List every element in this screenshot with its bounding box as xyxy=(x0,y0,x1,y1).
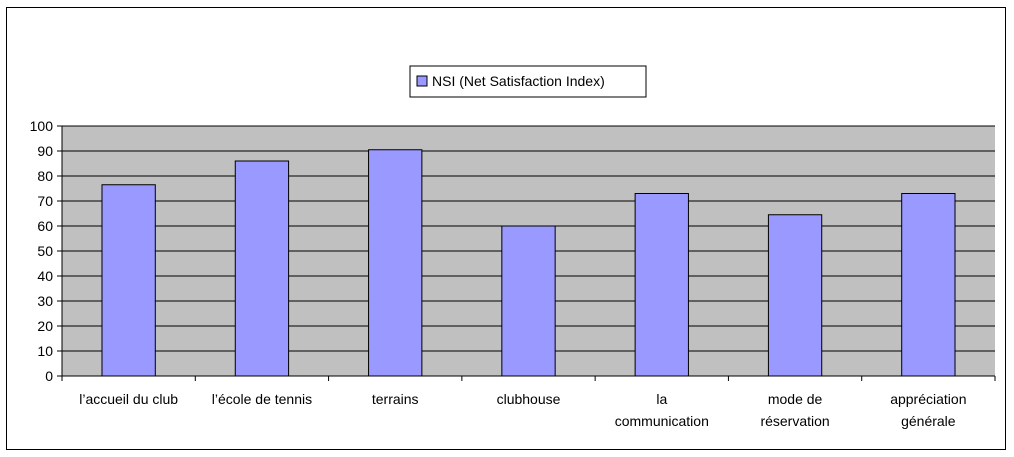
x-tick-label: mode de xyxy=(768,391,823,407)
axes xyxy=(57,125,996,381)
y-tick-label: 40 xyxy=(37,268,53,284)
legend-box xyxy=(409,65,647,98)
x-tick-label: appréciation xyxy=(890,391,966,407)
x-tick-label: réservation xyxy=(760,413,829,429)
x-tick-label: clubhouse xyxy=(497,391,561,407)
y-tick-label: 90 xyxy=(37,143,53,159)
x-tick-label: l’accueil du club xyxy=(79,391,178,407)
y-tick-label: 10 xyxy=(37,343,53,359)
y-tick-label: 60 xyxy=(37,218,53,234)
y-tick-label: 80 xyxy=(37,168,53,184)
y-tick-labels: 0 10 20 30 40 50 60 70 80 90 100 xyxy=(30,118,54,384)
bar xyxy=(234,160,290,377)
bar xyxy=(767,214,823,377)
bar xyxy=(101,184,156,377)
x-tick-label: terrains xyxy=(372,391,419,407)
x-tick-label: générale xyxy=(901,413,956,429)
y-tick-label: 20 xyxy=(37,318,53,334)
legend-label: NSI (Net Satisfaction Index) xyxy=(432,73,605,89)
y-tick-label: 30 xyxy=(37,293,53,309)
legend: NSI (Net Satisfaction Index) xyxy=(409,65,647,98)
bar xyxy=(368,149,423,377)
y-tick-label: 100 xyxy=(30,118,54,134)
legend-swatch xyxy=(416,75,428,87)
bars xyxy=(101,149,956,377)
x-tick-labels: l’accueil du club l’école de tennis terrai… xyxy=(79,391,966,429)
y-tick-label: 0 xyxy=(45,368,53,384)
y-tick-label: 50 xyxy=(37,243,53,259)
bar xyxy=(901,193,956,377)
x-tick-label: l’école de tennis xyxy=(212,391,312,407)
bar xyxy=(501,225,556,377)
x-tick-label: la xyxy=(656,391,667,407)
bar xyxy=(634,193,689,377)
y-tick-label: 70 xyxy=(37,193,53,209)
x-tick-label: communication xyxy=(615,413,709,429)
gridlines xyxy=(62,125,995,352)
